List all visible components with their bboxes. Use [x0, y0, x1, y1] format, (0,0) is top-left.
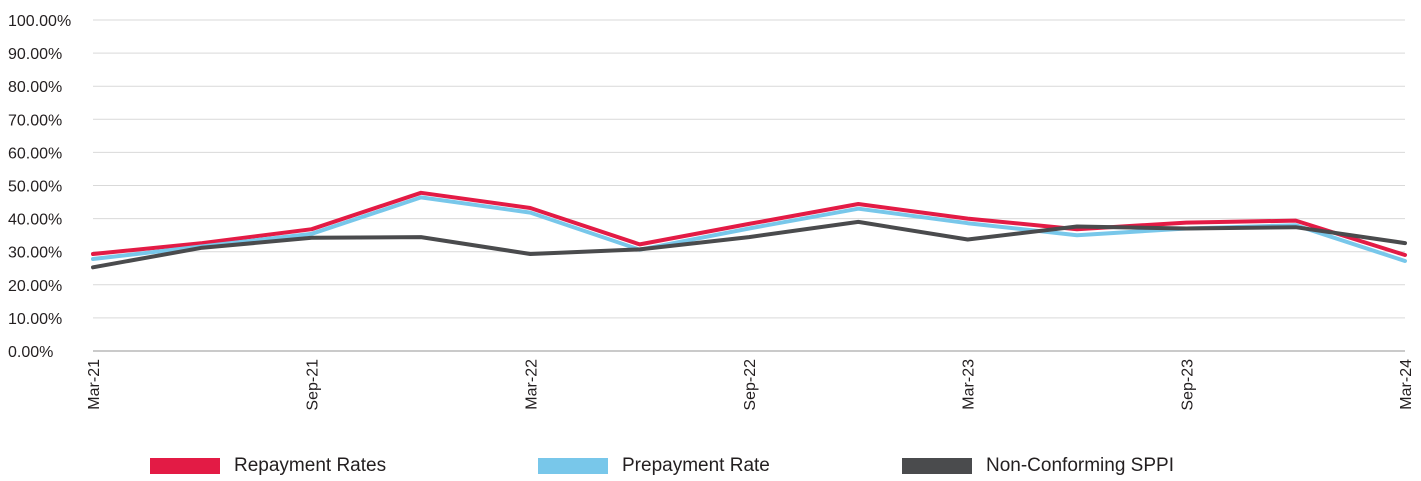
- legend-label-repayment-rates: Repayment Rates: [234, 455, 387, 476]
- legend-item-prepayment-rate: Prepayment Rate: [538, 452, 770, 480]
- y-tick-label: 100.00%: [8, 13, 71, 30]
- y-tick-label: 70.00%: [8, 112, 62, 129]
- series-line-non-conforming-sppi: [91, 219, 1407, 270]
- legend-label-prepayment-rate: Prepayment Rate: [622, 455, 770, 476]
- y-tick-label: 30.00%: [8, 245, 62, 262]
- series-line-repayment-rates: [91, 190, 1407, 257]
- legend-swatch-repayment-rates: [150, 458, 220, 474]
- legend-item-repayment-rates: Repayment Rates: [150, 452, 386, 480]
- y-tick-label: 80.00%: [8, 79, 62, 96]
- legend-swatch-non-conforming-sppi: [902, 458, 972, 474]
- x-tick-label: Mar-24: [1398, 359, 1415, 410]
- x-axis-tick-labels: Mar-21 Sep-21 Mar-22 Sep-22 Mar-23 Sep-23 Mar-…: [86, 359, 1415, 411]
- x-tick-label: Sep-22: [742, 359, 759, 411]
- y-tick-label: 40.00%: [8, 212, 62, 229]
- y-axis-tick-labels: 0.00% 10.00% 20.00% 30.00% 40.00% 50.00% 60.00…: [8, 13, 71, 361]
- y-tick-label: 20.00%: [8, 278, 62, 295]
- line-chart: 0.00% 10.00% 20.00% 30.00% 40.00% 50.00% 60.00…: [8, 13, 1415, 411]
- y-tick-label: 60.00%: [8, 145, 62, 162]
- legend-item-non-conforming-sppi: Non-Conforming SPPI: [902, 452, 1174, 480]
- x-tick-label: Sep-21: [305, 359, 322, 411]
- y-tick-label: 0.00%: [8, 344, 53, 361]
- legend-label-non-conforming-sppi: Non-Conforming SPPI: [986, 455, 1174, 476]
- gridlines: [93, 19, 1405, 319]
- x-tick-label: Sep-23: [1179, 359, 1196, 411]
- legend: Repayment Rates Prepayment Rate Non-Conf…: [0, 452, 1421, 480]
- x-tick-label: Mar-22: [523, 359, 540, 410]
- y-tick-label: 10.00%: [8, 311, 62, 328]
- legend-swatch-prepayment-rate: [538, 458, 608, 474]
- x-tick-label: Mar-23: [961, 359, 978, 410]
- y-tick-label: 50.00%: [8, 179, 62, 196]
- x-tick-label: Mar-21: [86, 359, 103, 410]
- series-lines: [91, 190, 1407, 270]
- y-tick-label: 90.00%: [8, 46, 62, 63]
